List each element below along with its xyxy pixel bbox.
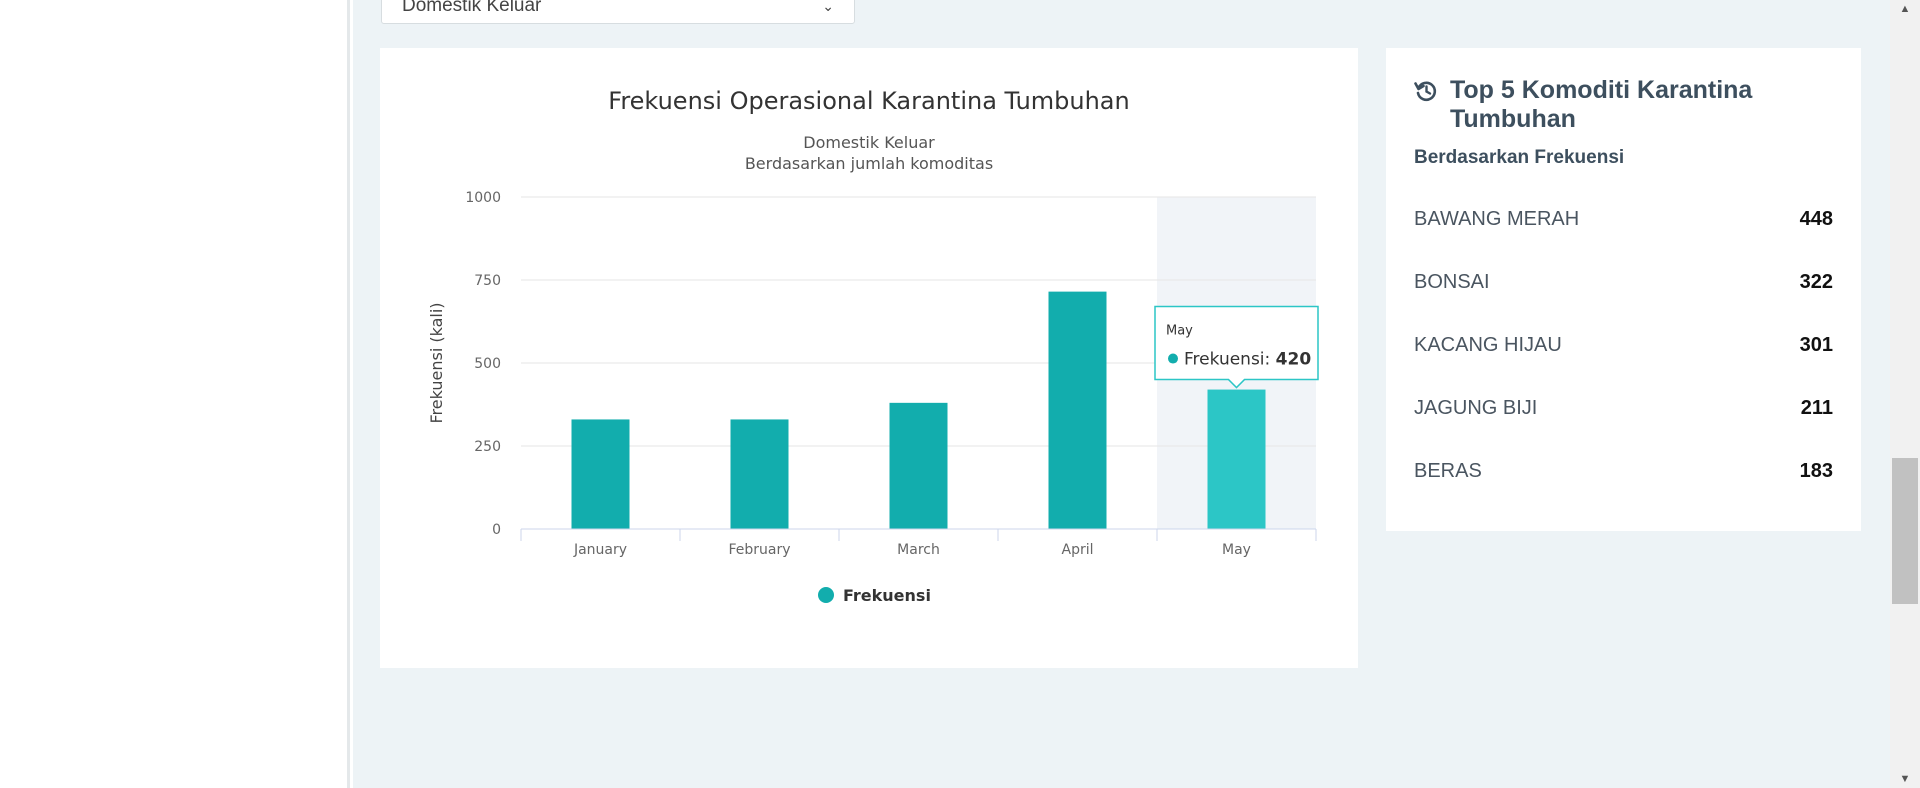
commodity-name: BERAS xyxy=(1414,460,1482,482)
tooltip-value: 420 xyxy=(1276,350,1312,370)
chart-subtitle-line-2: Berdasarkan jumlah komoditas xyxy=(745,154,993,173)
y-tick-label: 1000 xyxy=(465,190,501,206)
commodity-name: JAGUNG BIJI xyxy=(1414,397,1538,419)
x-tick-label: March xyxy=(897,542,940,558)
bar-may[interactable] xyxy=(1207,389,1266,529)
legend-marker xyxy=(818,587,834,603)
list-item: BAWANG MERAH 448 xyxy=(1414,188,1833,251)
history-icon xyxy=(1414,81,1437,102)
scroll-up-arrow-icon[interactable]: ▲ xyxy=(1899,3,1911,15)
commodity-list: BAWANG MERAH 448 BONSAI 322 KACANG HIJAU… xyxy=(1414,188,1833,503)
chart-legend[interactable]: Frekuensi xyxy=(818,586,931,605)
list-item: BONSAI 322 xyxy=(1414,251,1833,314)
bar-chart: Frekuensi Operasional Karantina Tumbuhan… xyxy=(427,87,1319,605)
legend-label: Frekuensi xyxy=(843,586,931,605)
commodity-count: 448 xyxy=(1799,208,1833,230)
chart-subtitle-line-1: Domestik Keluar xyxy=(803,133,935,152)
x-tick-label: May xyxy=(1222,542,1251,558)
y-tick-label: 250 xyxy=(474,439,501,455)
chart-title: Frekuensi Operasional Karantina Tumbuhan xyxy=(608,87,1129,115)
bar-january[interactable] xyxy=(571,419,630,529)
scroll-down-arrow-icon[interactable]: ▼ xyxy=(1899,773,1911,785)
commodity-name: BAWANG MERAH xyxy=(1414,208,1580,230)
tooltip-category: May xyxy=(1166,324,1193,339)
y-tick-label: 0 xyxy=(492,522,501,538)
y-tick-label: 500 xyxy=(474,356,501,372)
tooltip-dot xyxy=(1168,353,1178,364)
y-axis-title: Frekuensi (kali) xyxy=(427,302,446,423)
tooltip-text: Frekuensi: 420 xyxy=(1184,350,1311,370)
commodity-name: KACANG HIJAU xyxy=(1414,334,1562,356)
chart-card: Frekuensi Operasional Karantina Tumbuhan… xyxy=(380,48,1358,668)
bar-march[interactable] xyxy=(889,402,948,529)
commodity-count: 301 xyxy=(1799,334,1833,356)
bar-february[interactable] xyxy=(730,419,789,529)
commodity-count: 322 xyxy=(1799,271,1833,293)
chevron-down-icon: ⌄ xyxy=(822,0,834,14)
bar-april[interactable] xyxy=(1048,291,1107,529)
vertical-scrollbar[interactable]: ▲ ▼ xyxy=(1890,0,1920,788)
scrollbar-thumb[interactable] xyxy=(1892,458,1918,604)
x-tick-label: April xyxy=(1062,542,1094,558)
commodity-count: 211 xyxy=(1800,397,1833,419)
tooltip-series: Frekuensi: xyxy=(1184,350,1276,370)
chart-tooltip: May Frekuensi: 420 xyxy=(1154,305,1319,389)
top-commodities-subtitle: Berdasarkan Frekuensi xyxy=(1414,147,1625,168)
category-select[interactable]: Domestik Keluar ⌄ xyxy=(381,0,855,24)
top-commodities-title: Top 5 Komoditi Karantina Tumbuhan xyxy=(1450,76,1753,133)
category-select-value: Domestik Keluar xyxy=(402,0,542,16)
list-item: BERAS 183 xyxy=(1414,440,1833,503)
tooltip-box xyxy=(1154,305,1319,389)
list-item: JAGUNG BIJI 211 xyxy=(1414,377,1833,440)
x-tick-label: January xyxy=(573,542,627,558)
top-commodities-card: Top 5 Komoditi Karantina Tumbuhan Berdas… xyxy=(1386,48,1861,531)
x-tick-label: February xyxy=(728,542,790,558)
commodity-count: 183 xyxy=(1799,460,1833,482)
list-item: KACANG HIJAU 301 xyxy=(1414,314,1833,377)
commodity-name: BONSAI xyxy=(1414,271,1490,293)
y-tick-label: 750 xyxy=(474,273,501,289)
left-sidebar xyxy=(0,0,350,788)
